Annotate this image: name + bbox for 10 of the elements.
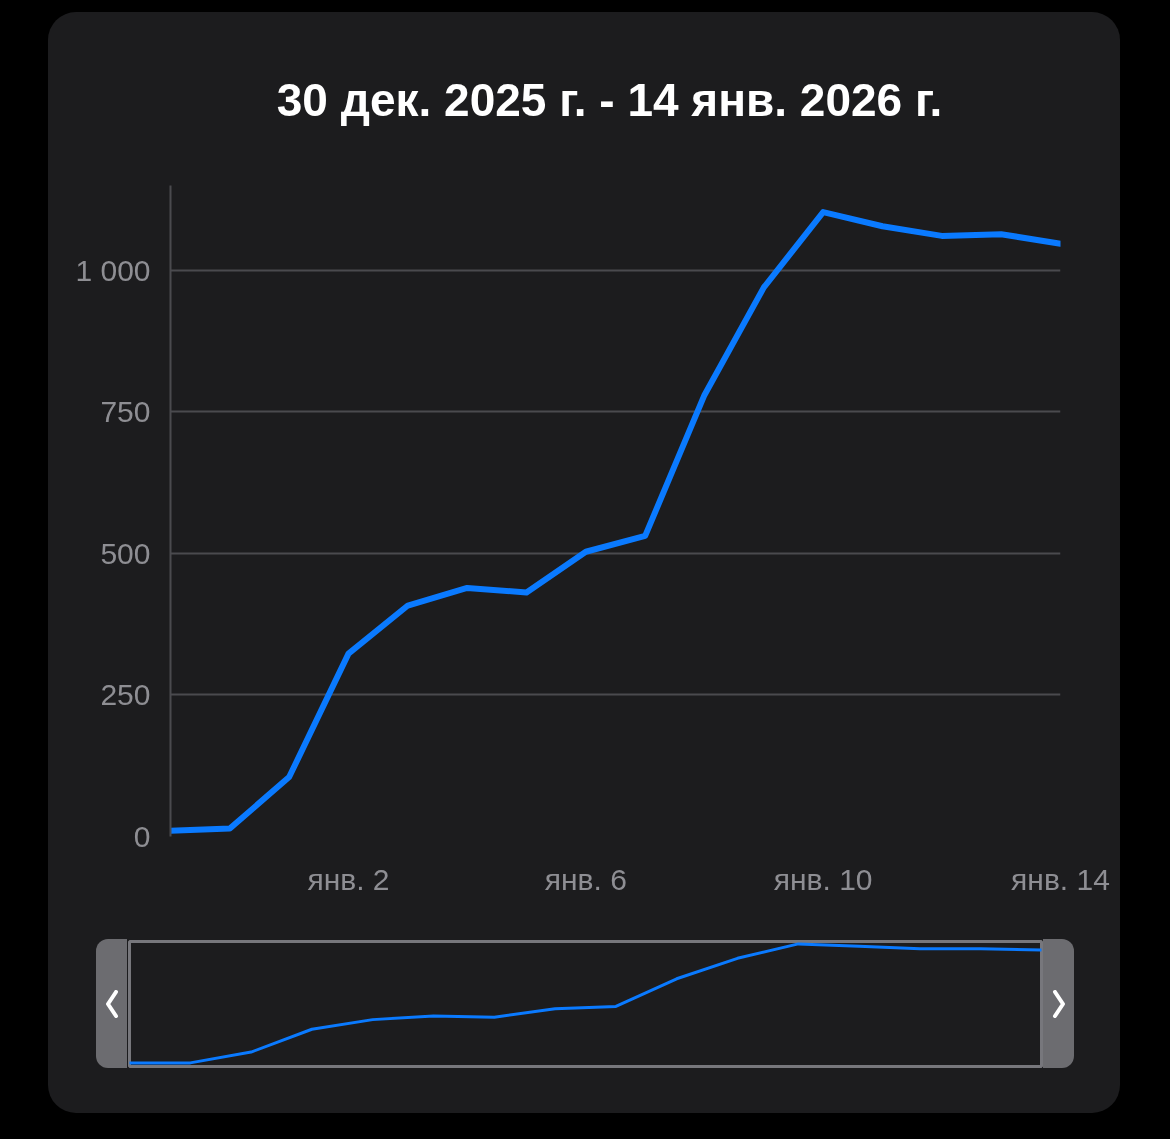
y-tick-label: 0 <box>133 820 151 853</box>
y-tick-label: 1 000 <box>75 253 151 287</box>
x-tick-label: янв. 6 <box>544 862 627 896</box>
y-tick-label: 500 <box>100 536 151 570</box>
y-tick-label: 750 <box>100 395 151 429</box>
y-tick-label: 250 <box>100 678 151 712</box>
x-tick-label: янв. 10 <box>773 862 873 896</box>
x-tick-label: янв. 2 <box>307 862 390 896</box>
x-tick-label: янв. 14 <box>1011 862 1110 896</box>
chart-title: 30 дек. 2025 г. - 14 янв. 2026 г. <box>276 74 943 126</box>
